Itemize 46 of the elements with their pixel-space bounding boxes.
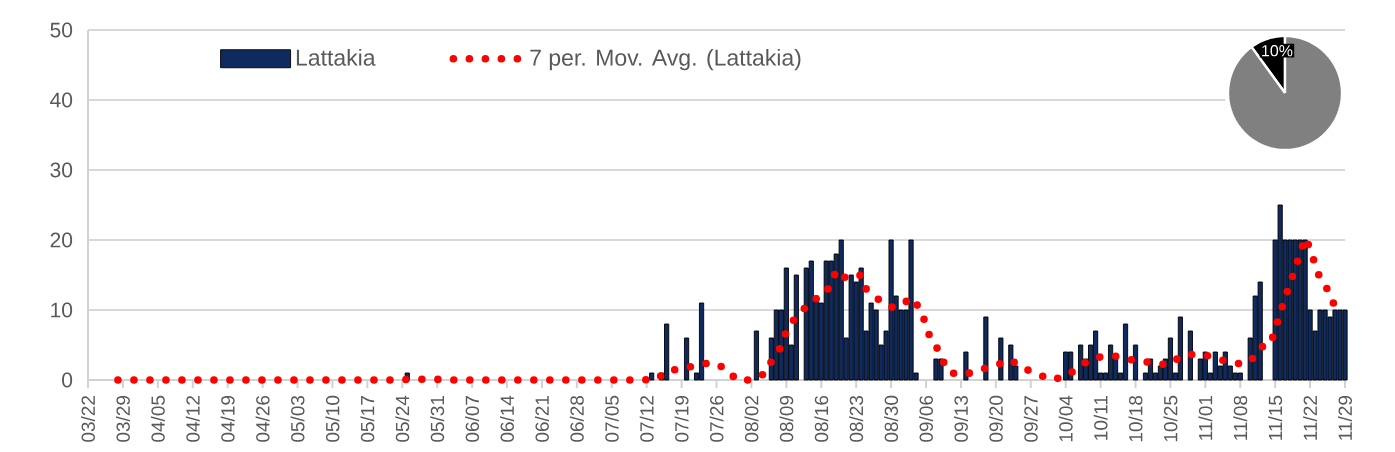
x-tick-label: 05/17 [360,396,375,442]
x-tick-label: 06/14 [500,395,514,442]
y-tick-label: 40 [50,92,73,108]
x-tick-label: 08/16 [814,395,829,442]
x-tick-label: 05/31 [430,396,445,442]
x-tick-label: 07/05 [604,395,619,442]
x-tick-label: 11/29 [1338,395,1352,440]
x-tick-label: 04/12 [185,396,200,442]
x-tick-label: 11/15 [1268,395,1283,440]
x-tick-label: 06/07 [465,396,480,442]
x-tick-label: 03/29 [115,395,130,442]
y-tick-label: 30 [50,162,73,178]
x-tick-label: 09/27 [1023,396,1038,442]
x-tick-label: 10/04 [1058,395,1073,442]
x-tick-label: 08/09 [779,395,794,442]
y-tick-label: 0 [62,372,73,388]
x-tick-label: 11/22 [1303,396,1318,440]
x-tick-label: 05/24 [395,395,410,442]
x-tick-label: 08/23 [849,395,864,442]
legend-label: 7 per. Mov. Avg. (Lattakia) [530,48,801,71]
x-tick-label: 05/10 [325,395,340,442]
data-label: 10% [1262,45,1293,57]
x-tick-label: 10/18 [1128,395,1143,442]
x-tick-label: 07/12 [639,396,654,442]
x-tick-label: 10/11 [1093,396,1108,440]
x-tick-label: 06/28 [569,395,584,442]
x-tick-label: 07/26 [709,395,724,442]
x-tick-label: 09/13 [953,395,968,442]
x-tick-label: 11/01 [1198,396,1213,440]
x-tick-label: 11/08 [1233,395,1248,440]
x-tick-label: 05/03 [290,395,305,442]
legend-label: Lattakia [296,48,376,66]
y-tick-label: 50 [50,22,73,38]
y-tick-label: 10 [51,302,73,318]
x-tick-label: 08/02 [744,396,759,442]
x-tick-label: 04/19 [220,395,235,442]
x-tick-label: 07/19 [674,395,689,442]
x-tick-label: 09/20 [988,395,1003,442]
x-tick-label: 04/05 [150,395,165,442]
x-tick-label: 10/25 [1163,395,1178,442]
x-tick-label: 06/21 [534,396,549,442]
x-tick-label: 04/26 [255,395,270,442]
x-tick-label: 08/30 [884,395,899,442]
y-tick-label: 20 [50,232,73,248]
x-tick-label: 03/22 [81,396,95,442]
x-tick-label: 09/06 [919,395,933,442]
